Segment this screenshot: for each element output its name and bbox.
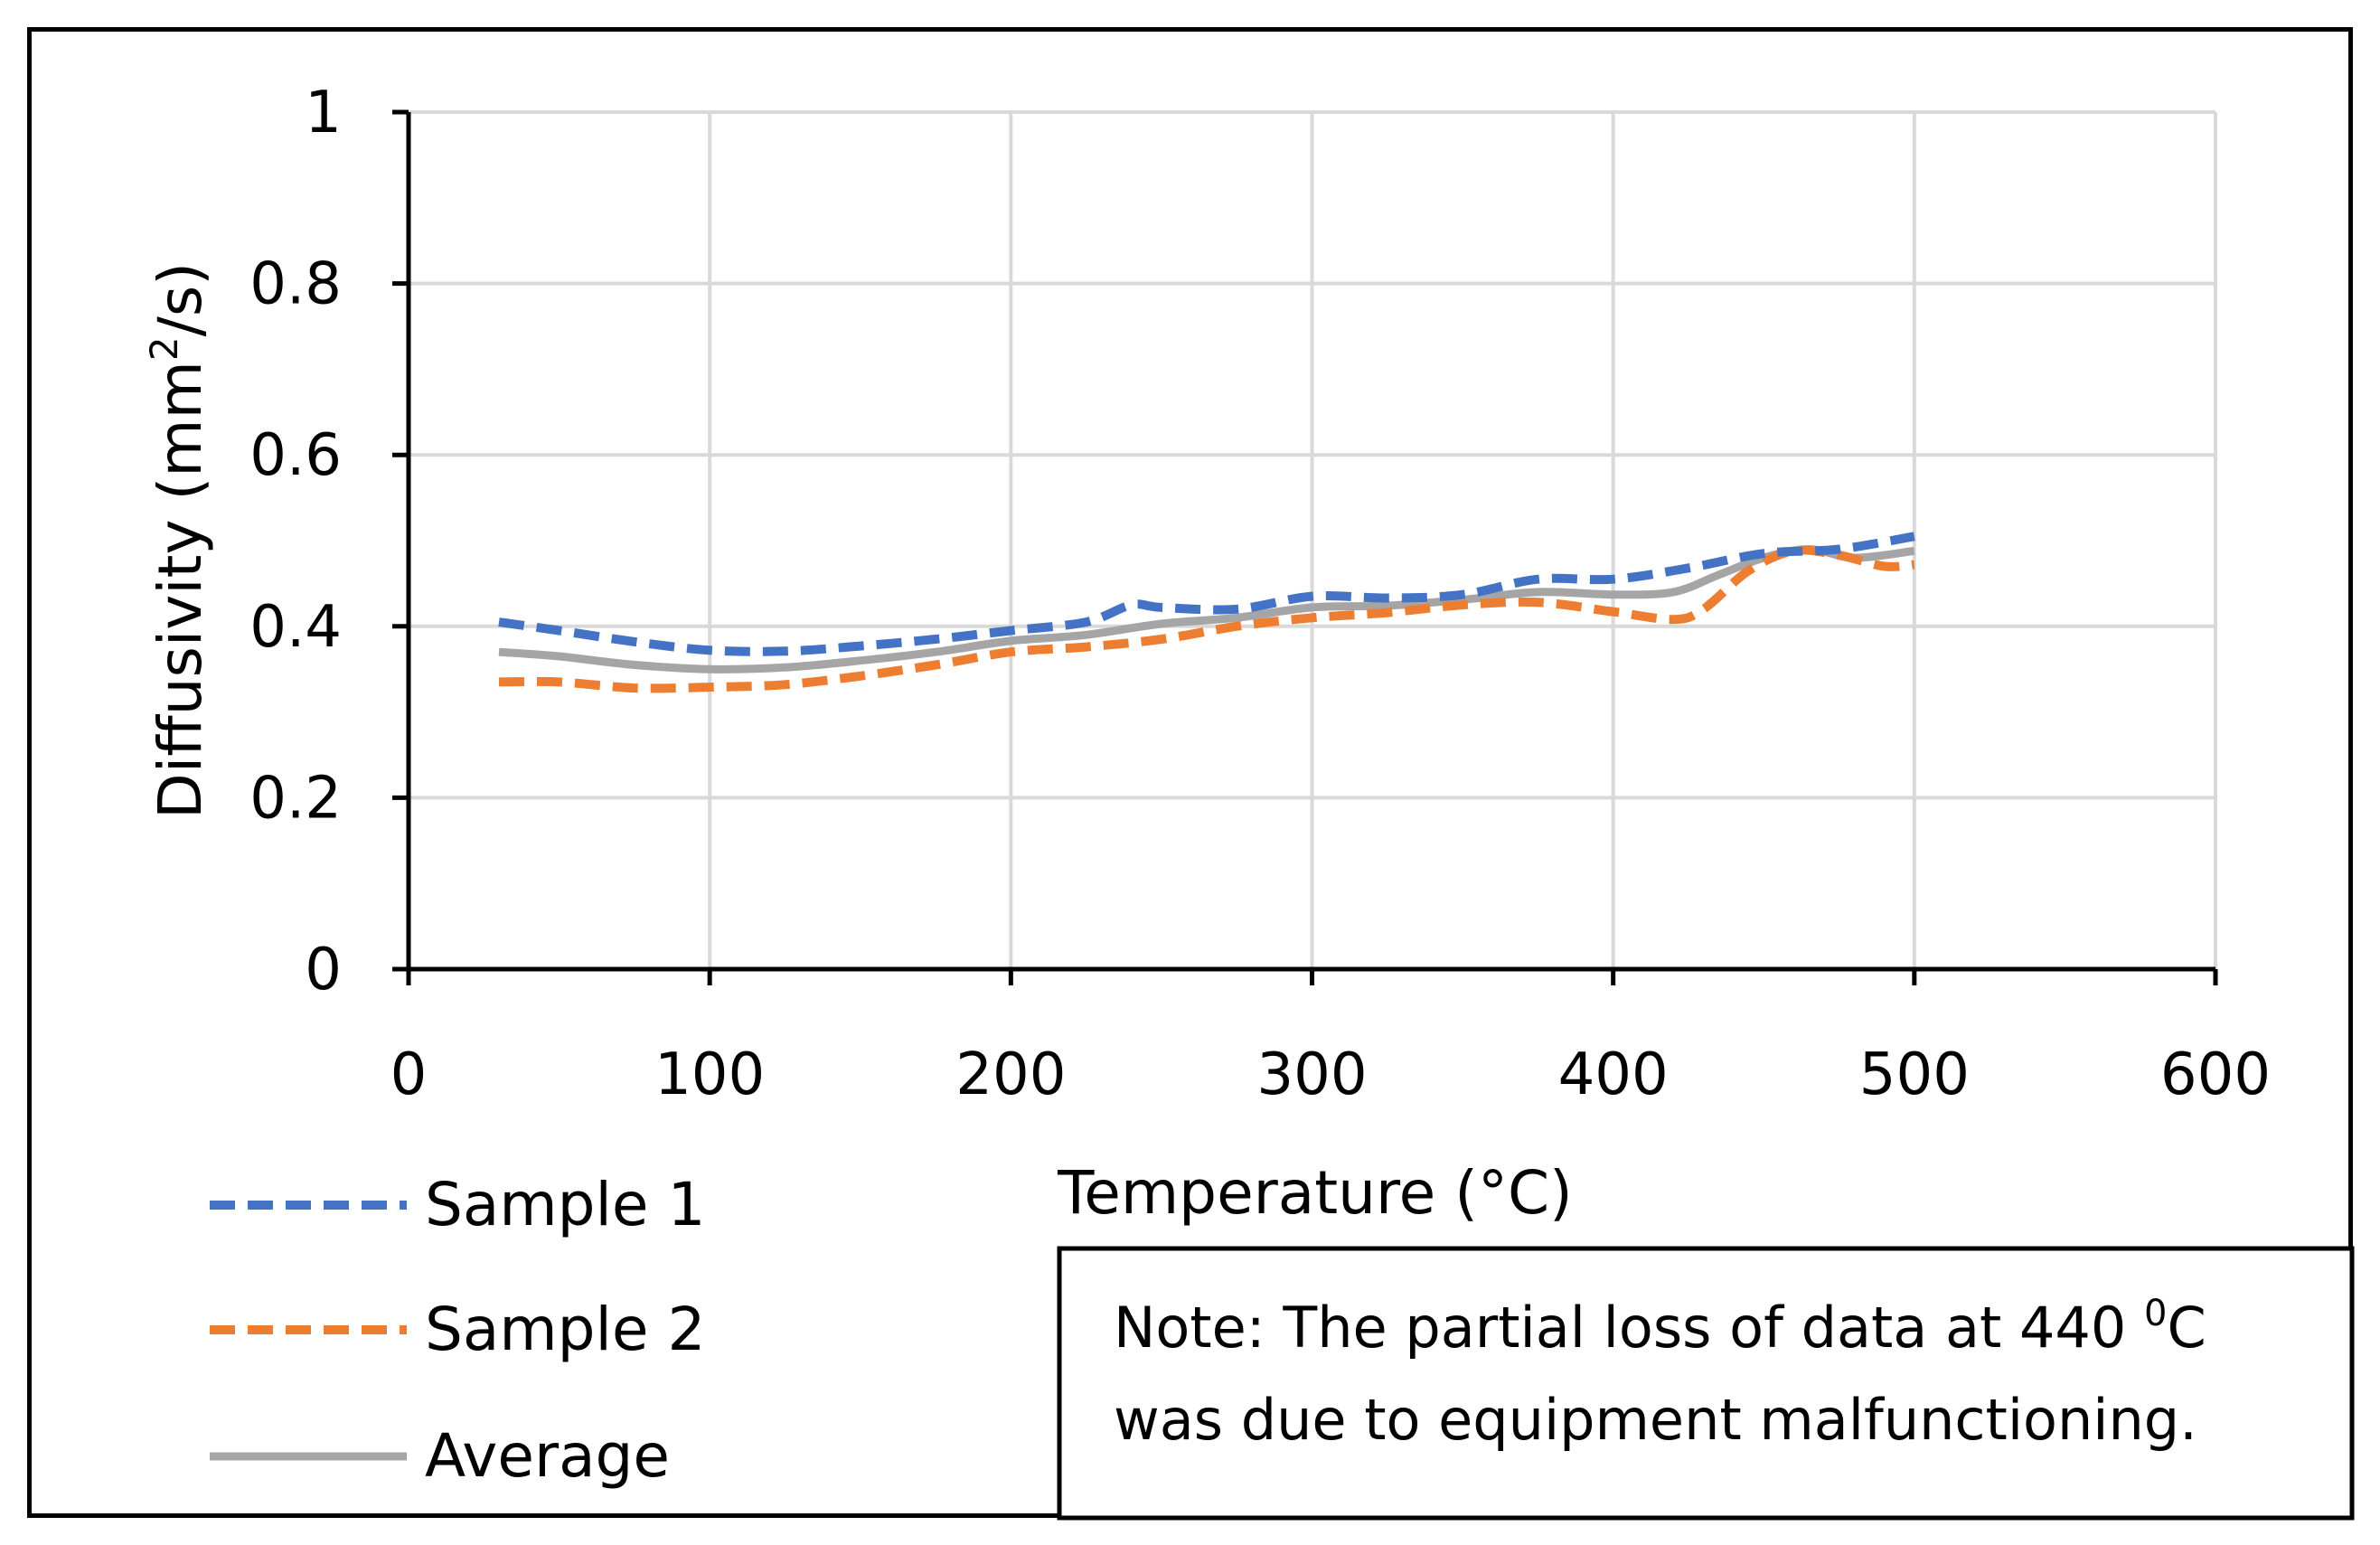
- x-tick-label-500: 500: [1859, 1041, 1970, 1108]
- y-axis-title: Diffusivity (mm2/s): [142, 262, 215, 819]
- y-axis-title-tail: /s): [146, 262, 215, 336]
- note-line-1-superscript: 0: [2144, 1293, 2167, 1334]
- note-line-1-tail: C: [2168, 1295, 2206, 1361]
- series-line-sample-1: [498, 532, 1915, 656]
- y-tick-label-2: 0.4: [249, 594, 342, 661]
- x-tick-label-200: 200: [955, 1041, 1066, 1108]
- y-axis-title-main: Diffusivity (mm: [146, 361, 215, 819]
- legend-label-sample-2: Sample 2: [425, 1295, 705, 1364]
- x-tick-labels: 0 100 200 300 400 500 600: [390, 1041, 2271, 1108]
- y-tick-label-3: 0.6: [249, 422, 342, 489]
- x-tick-label-0: 0: [390, 1041, 428, 1108]
- y-tick-label-1: 0.2: [249, 765, 342, 832]
- note-box-border: [1057, 1246, 2355, 1521]
- y-tick-label-4: 0.8: [249, 251, 342, 318]
- note-line-2: was due to equipment malfunctioning.: [1114, 1387, 2197, 1453]
- y-tick-labels: 0 0.2 0.4 0.6 0.8 1: [249, 80, 342, 1003]
- x-tick-label-300: 300: [1256, 1041, 1367, 1108]
- x-tick-label-100: 100: [654, 1041, 765, 1108]
- series-line-sample-2: [498, 545, 1915, 693]
- x-tick-label-600: 600: [2160, 1041, 2271, 1108]
- axes: [392, 109, 2218, 985]
- series-line-average: [498, 545, 1915, 674]
- legend-label-average: Average: [425, 1421, 670, 1491]
- note-line-1: Note: The partial loss of data at 440 0C: [1114, 1293, 2206, 1361]
- x-tick-label-400: 400: [1558, 1041, 1669, 1108]
- y-tick-label-5: 1: [305, 80, 342, 146]
- y-axis-title-superscript: 2: [142, 336, 186, 361]
- x-axis-title: Temperature (°C): [1057, 1158, 1573, 1228]
- grid-lines: [409, 110, 2217, 969]
- note-box: Note: The partial loss of data at 440 0C…: [1057, 1246, 2355, 1521]
- legend-label-sample-1: Sample 1: [425, 1170, 705, 1239]
- series-group: [498, 532, 1915, 693]
- y-tick-label-0: 0: [305, 937, 342, 1003]
- legend: Sample 1 Sample 2 Average: [210, 1170, 705, 1491]
- note-line-1-main: Note: The partial loss of data at 440: [1114, 1295, 2144, 1361]
